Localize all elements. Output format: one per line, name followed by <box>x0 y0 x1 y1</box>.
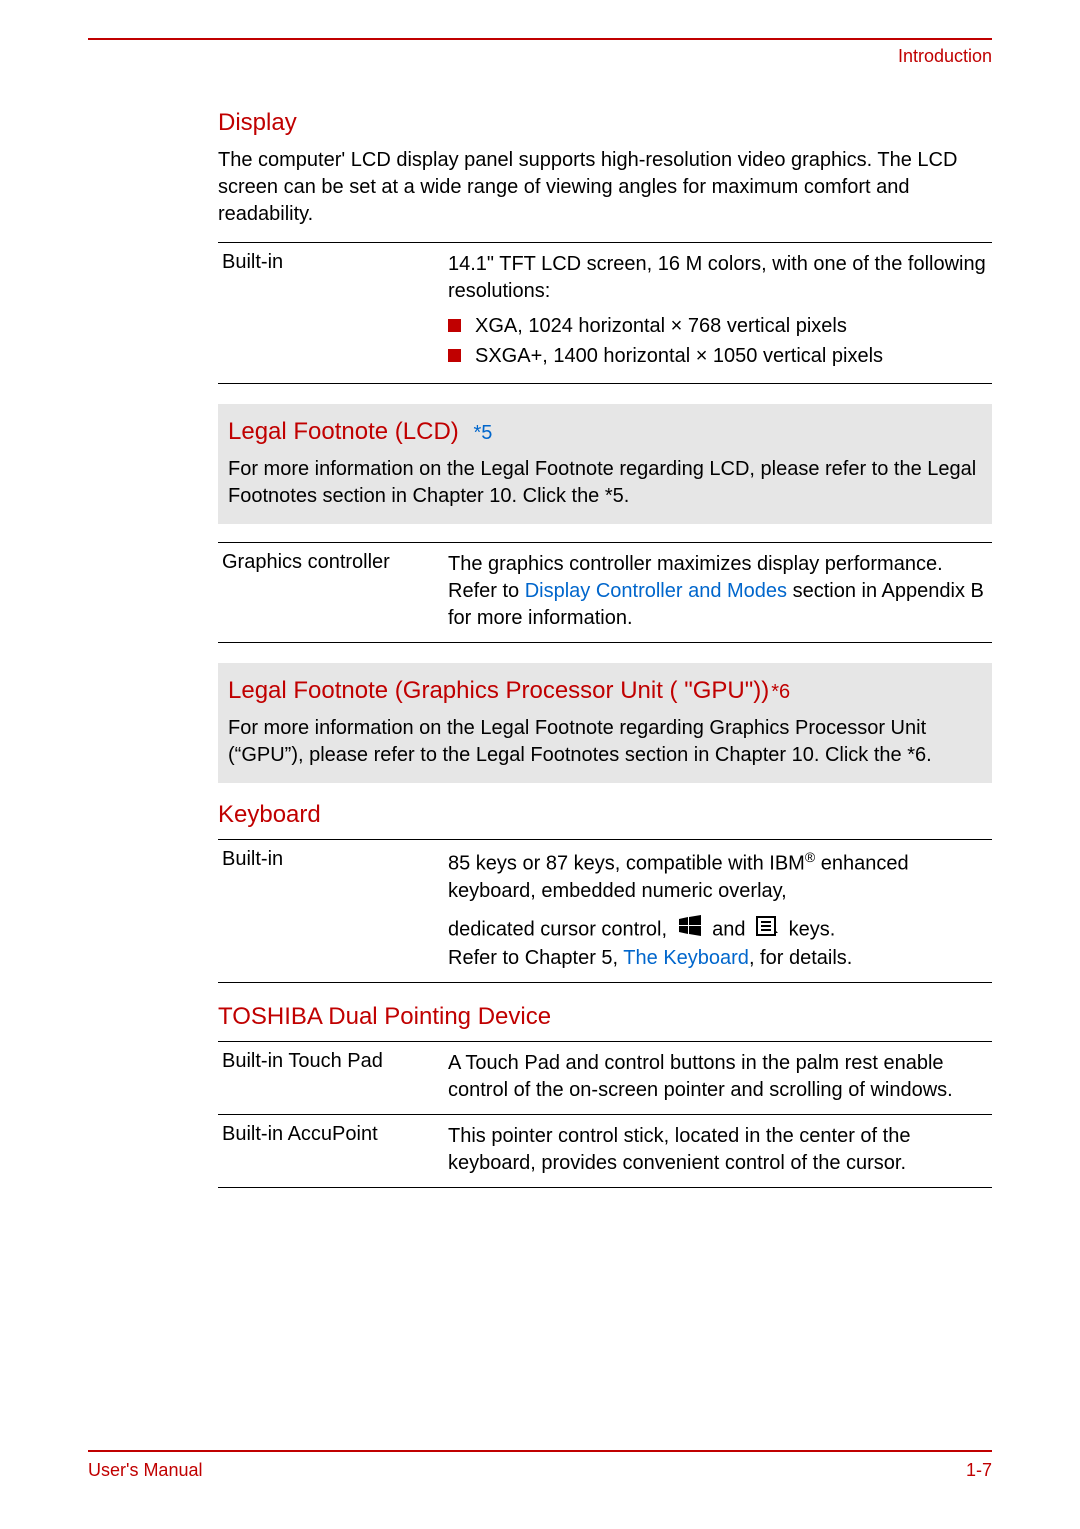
display-intro: The computer' LCD display panel supports… <box>218 147 992 228</box>
spec-value: 14.1" TFT LCD screen, 16 M colors, with … <box>448 251 992 373</box>
bullet-text: SXGA+, 1400 horizontal × 1050 vertical p… <box>475 343 883 369</box>
table-row: Built-in 85 keys or 87 keys, compatible … <box>218 840 992 983</box>
keyboard-line2-post: keys. <box>789 918 836 940</box>
header-section-label: Introduction <box>88 46 992 67</box>
keyboard-line3-post: , for details. <box>749 947 852 969</box>
keyboard-line1-pre: 85 keys or 87 keys, compatible with IBM <box>448 853 805 875</box>
keyboard-line2-mid: and <box>712 918 751 940</box>
pointing-spec-table: Built-in Touch Pad A Touch Pad and contr… <box>218 1041 992 1188</box>
bullet-list: XGA, 1024 horizontal × 768 vertical pixe… <box>448 313 992 369</box>
spec-value-text: 14.1" TFT LCD screen, 16 M colors, with … <box>448 253 986 302</box>
header-rule <box>88 38 992 40</box>
footnote-gpu-title: Legal Footnote (Graphics Processor Unit … <box>228 677 769 704</box>
legal-footnote-lcd: Legal Footnote (LCD) *5 For more informa… <box>218 404 992 524</box>
keyboard-spec-table: Built-in 85 keys or 87 keys, compatible … <box>218 839 992 983</box>
spec-value: This pointer control stick, located in t… <box>448 1123 992 1177</box>
keyboard-chapter-link[interactable]: The Keyboard <box>623 947 749 969</box>
footnote-lcd-title: Legal Footnote (LCD) <box>228 418 459 445</box>
bullet-square-icon <box>448 319 461 332</box>
footer-rule <box>88 1450 992 1452</box>
spec-value: A Touch Pad and control buttons in the p… <box>448 1050 992 1104</box>
pointing-heading: TOSHIBA Dual Pointing Device <box>218 1003 992 1031</box>
display-heading: Display <box>218 109 992 137</box>
table-row: Built-in 14.1" TFT LCD screen, 16 M colo… <box>218 243 992 384</box>
footnote-gpu-heading: Legal Footnote (Graphics Processor Unit … <box>228 677 982 705</box>
spec-label: Built-in Touch Pad <box>218 1050 448 1104</box>
list-item: SXGA+, 1400 horizontal × 1050 vertical p… <box>448 343 992 369</box>
footnote-gpu-ref[interactable]: *6 <box>771 681 790 703</box>
keyboard-heading: Keyboard <box>218 801 992 829</box>
footnote-lcd-heading: Legal Footnote (LCD) *5 <box>228 418 982 446</box>
spec-value: 85 keys or 87 keys, compatible with IBM®… <box>448 848 992 972</box>
menu-key-icon <box>755 915 779 945</box>
footnote-gpu-body: For more information on the Legal Footno… <box>228 715 982 769</box>
spec-value: The graphics controller maximizes displa… <box>448 551 992 632</box>
windows-key-icon <box>677 915 703 945</box>
table-row: Built-in AccuPoint This pointer control … <box>218 1115 992 1188</box>
page-footer: User's Manual 1-7 <box>88 1450 992 1481</box>
table-row: Graphics controller The graphics control… <box>218 543 992 643</box>
spec-label: Built-in <box>218 251 448 373</box>
list-item: XGA, 1024 horizontal × 768 vertical pixe… <box>448 313 992 339</box>
keyboard-line2-pre: dedicated cursor control, <box>448 918 673 940</box>
graphics-spec-table: Graphics controller The graphics control… <box>218 542 992 643</box>
spec-label: Built-in <box>218 848 448 972</box>
table-row: Built-in Touch Pad A Touch Pad and contr… <box>218 1042 992 1115</box>
footer-page-number: 1-7 <box>966 1460 992 1481</box>
bullet-square-icon <box>448 349 461 362</box>
registered-mark: ® <box>805 849 815 865</box>
footnote-lcd-body: For more information on the Legal Footno… <box>228 456 982 510</box>
footnote-lcd-ref[interactable]: *5 <box>473 422 492 444</box>
spec-label: Graphics controller <box>218 551 448 632</box>
keyboard-line3-pre: Refer to Chapter 5, <box>448 947 623 969</box>
display-spec-table: Built-in 14.1" TFT LCD screen, 16 M colo… <box>218 242 992 384</box>
bullet-text: XGA, 1024 horizontal × 768 vertical pixe… <box>475 313 847 339</box>
legal-footnote-gpu: Legal Footnote (Graphics Processor Unit … <box>218 663 992 783</box>
spec-label: Built-in AccuPoint <box>218 1123 448 1177</box>
footer-left: User's Manual <box>88 1460 202 1481</box>
display-controller-link[interactable]: Display Controller and Modes <box>525 580 787 602</box>
